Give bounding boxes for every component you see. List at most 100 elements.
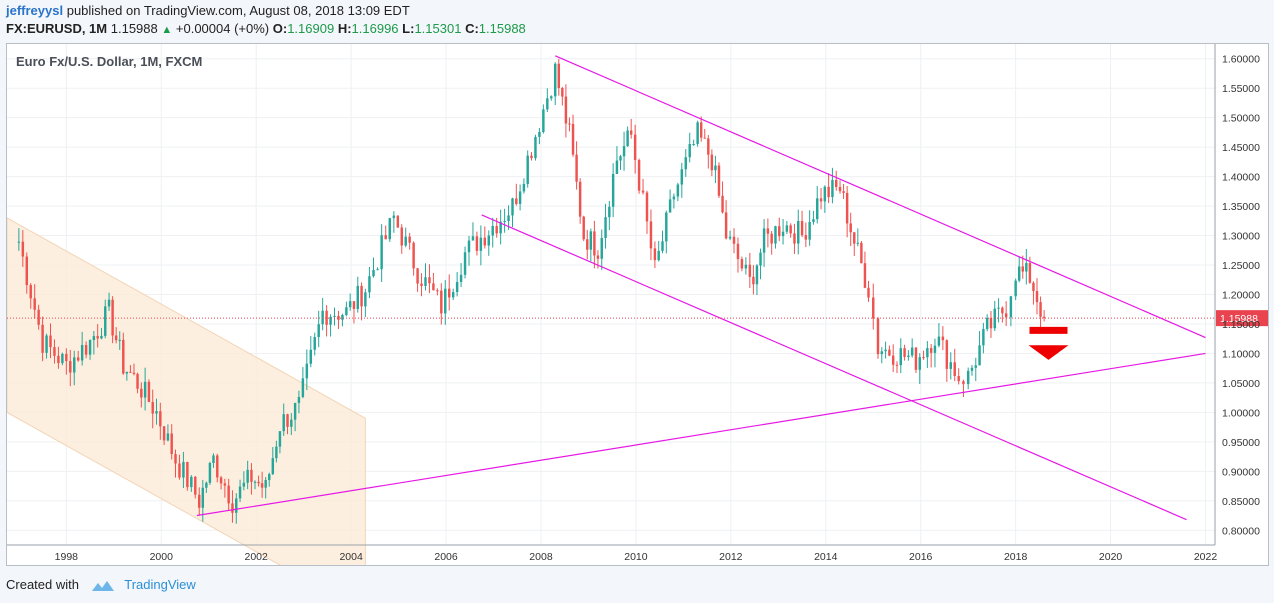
candle-up xyxy=(619,156,622,161)
candle-up xyxy=(785,225,789,232)
candle-down xyxy=(1004,313,1008,318)
candle-up xyxy=(657,250,660,261)
x-tick-label: 2018 xyxy=(1004,551,1028,563)
candle-down xyxy=(941,336,945,341)
candle-down xyxy=(962,381,965,385)
candle-down xyxy=(710,154,714,171)
candle-down xyxy=(699,122,703,138)
candle-up xyxy=(463,252,467,275)
candle-down xyxy=(396,215,400,228)
candle-down xyxy=(707,138,710,155)
candle-down xyxy=(819,198,823,202)
candle-up xyxy=(808,221,811,240)
candle-down xyxy=(440,290,443,314)
candle-up xyxy=(668,199,672,213)
candle-up xyxy=(278,431,282,447)
candle-down xyxy=(420,283,423,286)
y-tick-label: 0.90000 xyxy=(1222,466,1260,478)
candle-up xyxy=(275,446,278,459)
open-value: 1.16909 xyxy=(287,21,335,36)
candle-up xyxy=(507,215,510,222)
y-tick-label: 1.20000 xyxy=(1222,290,1260,302)
candle-down xyxy=(1028,263,1032,283)
last-value: 1.15988 xyxy=(110,21,158,36)
candle-down xyxy=(111,299,114,336)
x-tick-label: 2000 xyxy=(150,551,174,563)
candle-down xyxy=(629,130,633,135)
y-tick-label: 1.45000 xyxy=(1222,142,1260,154)
price-chart[interactable]: 1.15988 Euro Fx/U.S. Dollar, 1M, FXCM 0.… xyxy=(6,44,1268,603)
candle-down xyxy=(596,255,600,259)
candle-up xyxy=(665,212,668,242)
candle-up xyxy=(526,155,529,184)
candle-down xyxy=(827,186,830,198)
high-value: 1.16996 xyxy=(351,21,399,36)
candle-down xyxy=(766,228,770,234)
candle-down xyxy=(136,373,139,389)
candle-up xyxy=(182,461,185,478)
candle-up xyxy=(271,458,275,475)
candle-up xyxy=(235,498,238,513)
candle-up xyxy=(61,353,64,364)
candle-down xyxy=(198,494,201,508)
candle-down xyxy=(174,454,177,464)
candle-up xyxy=(600,237,603,259)
candle-down xyxy=(432,283,435,291)
candle-down xyxy=(770,233,773,244)
candle-down xyxy=(178,463,181,478)
candle-down xyxy=(633,134,637,161)
low-label: L: xyxy=(402,21,415,36)
tradingview-link[interactable]: TradingView xyxy=(124,577,196,592)
candle-down xyxy=(724,212,728,239)
candle-down xyxy=(945,340,949,369)
author-link[interactable]: jeffreyysl xyxy=(6,3,64,18)
candle-up xyxy=(444,288,447,314)
candle-up xyxy=(333,315,336,317)
candle-up xyxy=(305,363,309,379)
candle-up xyxy=(696,122,699,144)
candle-up xyxy=(797,221,800,244)
close-label: C: xyxy=(465,21,479,36)
parallel-channel xyxy=(6,217,366,603)
candle-down xyxy=(325,310,328,325)
candle-up xyxy=(143,381,147,398)
candle-down xyxy=(159,411,162,427)
candle-down xyxy=(778,226,781,237)
candle-up xyxy=(451,292,455,298)
candle-up xyxy=(348,301,352,308)
candle-up xyxy=(376,269,379,271)
candle-up xyxy=(73,357,76,373)
candle-down xyxy=(428,277,431,284)
candle-up xyxy=(538,131,541,137)
candle-down xyxy=(384,235,387,240)
candle-up xyxy=(542,109,545,132)
candle-up xyxy=(321,310,324,325)
candle-up xyxy=(755,265,759,285)
candle-down xyxy=(891,355,895,365)
candle-down xyxy=(286,414,289,427)
candle-down xyxy=(84,344,88,355)
candle-up xyxy=(503,221,506,223)
candle-up xyxy=(313,337,316,350)
candle-down xyxy=(37,309,40,325)
candle-up xyxy=(534,136,537,159)
x-tick-label: 2022 xyxy=(1194,551,1218,563)
candle-down xyxy=(337,315,340,320)
down-arrow-icon xyxy=(1029,326,1068,334)
candle-down xyxy=(637,160,641,191)
candle-down xyxy=(582,216,585,240)
candle-up xyxy=(471,236,475,241)
candle-down xyxy=(219,477,223,484)
candle-up xyxy=(589,231,593,250)
symbol-label: FX:EURUSD, 1M xyxy=(6,21,108,36)
candle-down xyxy=(922,357,925,359)
last-price-label: 1.15988 xyxy=(1220,313,1258,325)
candle-up xyxy=(781,231,785,237)
candle-up xyxy=(479,237,483,251)
candle-up xyxy=(45,335,48,353)
candle-down xyxy=(223,483,227,486)
candle-down xyxy=(257,481,260,484)
tradingview-logo-icon xyxy=(91,580,114,591)
candle-up xyxy=(317,324,320,338)
chart-area[interactable]: 1.15988 Euro Fx/U.S. Dollar, 1M, FXCM 0.… xyxy=(6,43,1269,603)
